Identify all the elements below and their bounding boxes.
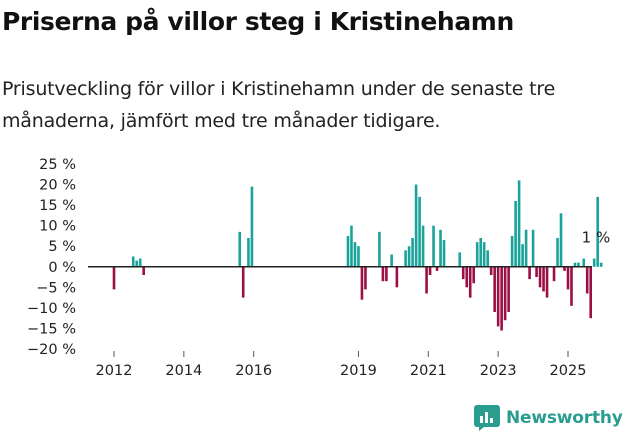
x-tick-label: 2025 xyxy=(550,363,587,379)
bar xyxy=(414,184,418,267)
bar xyxy=(475,242,479,267)
bar xyxy=(599,262,603,267)
y-tick-label: 10 % xyxy=(39,219,76,235)
bar xyxy=(360,266,364,300)
bar xyxy=(357,246,360,267)
y-tick-label: 5 % xyxy=(48,239,76,255)
bar xyxy=(589,266,592,319)
bar xyxy=(559,213,563,267)
bar xyxy=(582,258,586,267)
bar xyxy=(528,266,531,280)
bar xyxy=(458,252,462,267)
chart-subtitle: Prisutveckling för villor i Kristinehamn… xyxy=(2,78,556,132)
bar xyxy=(346,235,350,267)
bar-chart-logo-icon xyxy=(474,405,500,431)
bar xyxy=(531,229,535,267)
bar xyxy=(496,266,500,327)
bar xyxy=(428,266,432,275)
bar xyxy=(390,254,393,267)
bar xyxy=(486,250,489,267)
x-tick-label: 2019 xyxy=(340,363,377,379)
bar xyxy=(350,225,353,267)
bar xyxy=(411,238,414,267)
bar xyxy=(247,238,250,267)
y-tick-label: 0 % xyxy=(48,260,76,276)
y-tick-label: −5 % xyxy=(36,280,76,296)
newsworthy-logo[interactable]: Newsworthy xyxy=(474,405,623,431)
x-tick-label: 2023 xyxy=(480,363,517,379)
bar xyxy=(432,225,435,267)
bar xyxy=(461,266,465,280)
bar xyxy=(493,266,496,312)
bar xyxy=(241,266,245,298)
bar xyxy=(439,229,442,267)
bar xyxy=(238,231,242,267)
y-tick-label: 20 % xyxy=(39,178,76,194)
bar xyxy=(566,266,570,290)
bar xyxy=(592,258,596,267)
bar xyxy=(364,266,367,290)
bar xyxy=(407,246,411,267)
x-tick-label: 2016 xyxy=(235,363,272,379)
y-tick-label: 15 % xyxy=(39,198,76,214)
bar xyxy=(510,235,514,267)
bar xyxy=(545,266,549,298)
bar xyxy=(585,266,589,294)
bar xyxy=(421,225,425,267)
bar xyxy=(524,229,528,267)
bar xyxy=(353,242,357,267)
brand-name: Newsworthy xyxy=(506,408,623,428)
bar xyxy=(538,266,542,288)
latest-value-annotation: 1 % xyxy=(582,229,611,247)
bar xyxy=(468,266,472,298)
bar xyxy=(418,196,421,267)
bar xyxy=(503,266,507,321)
bar xyxy=(472,266,476,284)
x-tick-label: 2014 xyxy=(165,363,202,379)
bar xyxy=(112,266,116,290)
bar xyxy=(563,266,566,271)
bar xyxy=(573,262,577,267)
bar xyxy=(404,250,407,267)
bar xyxy=(535,266,538,278)
bar xyxy=(131,256,135,267)
bar xyxy=(385,266,388,282)
bar xyxy=(479,238,482,267)
bar xyxy=(517,180,521,267)
bar xyxy=(381,266,385,282)
bar xyxy=(577,262,580,267)
bar xyxy=(542,266,545,292)
bar xyxy=(500,266,503,331)
y-tick-label: −15 % xyxy=(27,321,76,337)
bar xyxy=(521,244,524,267)
bar xyxy=(570,266,573,306)
bar xyxy=(142,266,145,275)
bar xyxy=(596,196,599,267)
bar xyxy=(514,201,517,267)
bar xyxy=(135,260,138,267)
bar xyxy=(138,258,142,267)
bar xyxy=(250,186,254,267)
bar xyxy=(442,240,446,267)
bar xyxy=(435,266,439,271)
bar xyxy=(395,266,399,288)
y-tick-label: 25 % xyxy=(39,157,76,173)
x-tick-label: 2021 xyxy=(410,363,447,379)
bar xyxy=(465,266,469,288)
bar xyxy=(425,266,428,294)
y-tick-label: −10 % xyxy=(27,301,76,317)
chart-title: Priserna på villor steg i Kristinehamn xyxy=(2,7,514,36)
bar xyxy=(378,231,381,267)
x-tick-label: 2012 xyxy=(96,363,133,379)
bar xyxy=(556,238,559,267)
bar xyxy=(507,266,510,312)
bar xyxy=(552,266,556,282)
bar xyxy=(482,242,486,267)
bar xyxy=(489,266,493,275)
y-tick-label: −20 % xyxy=(27,342,76,358)
